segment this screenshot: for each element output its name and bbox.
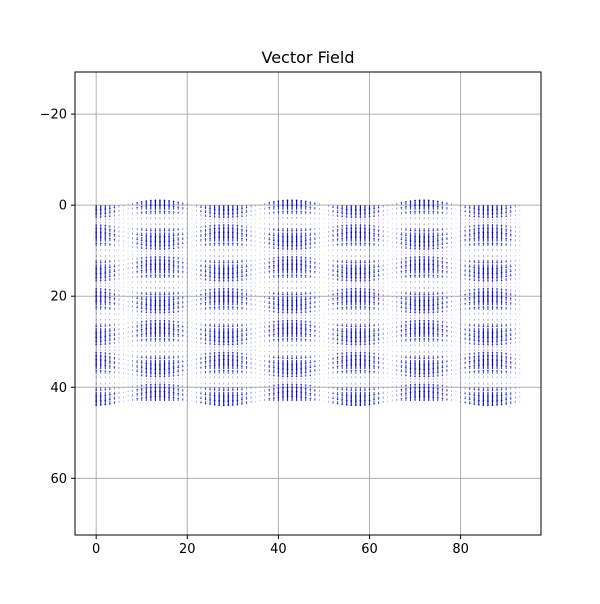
figure-background xyxy=(0,0,600,600)
